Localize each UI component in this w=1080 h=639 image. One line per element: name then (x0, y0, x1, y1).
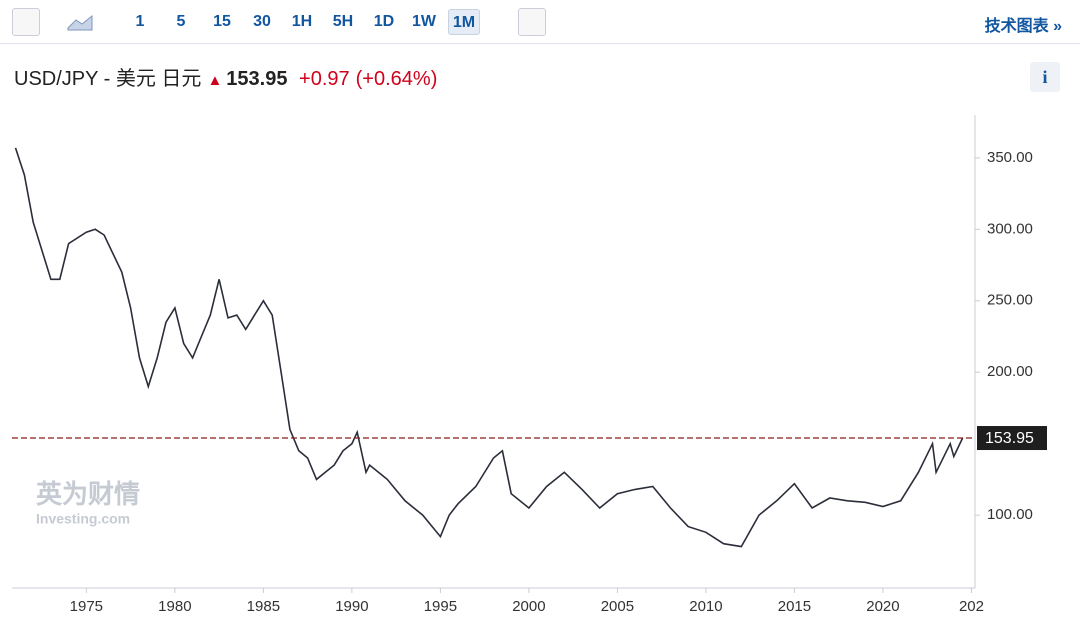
change-percent: (+0.64%) (355, 68, 438, 90)
candle-icon[interactable] (12, 8, 40, 36)
interval-button[interactable]: 1H (291, 13, 313, 30)
interval-button[interactable]: 5H (332, 13, 354, 30)
y-tick-label: 250.00 (987, 292, 1033, 309)
x-tick-label: 1990 (335, 598, 368, 615)
change: +0.97 (299, 68, 350, 90)
x-tick-label: 1980 (158, 598, 191, 615)
current-price-tag (977, 426, 1047, 451)
watermark-site: Investing.com (36, 511, 130, 527)
up-arrow: ▲ (207, 72, 223, 89)
area-icon[interactable] (66, 8, 94, 36)
interval-button[interactable]: 1M (448, 9, 480, 35)
interval-button[interactable]: 1W (412, 13, 436, 30)
tech-chart-link[interactable]: 技术图表 » (984, 18, 1062, 35)
x-tick-label: 2015 (778, 598, 811, 615)
interval-button[interactable]: 30 (253, 13, 271, 30)
price: 153.95 (226, 68, 288, 90)
watermark-brand: 英为财情 (36, 479, 140, 509)
x-tick-label: 2020 (866, 598, 899, 615)
x-tick-label: 1975 (70, 598, 103, 615)
x-tick-label: 1995 (424, 598, 457, 615)
x-tick-label: 2000 (512, 598, 545, 615)
symbol: USD/JPY - 美元 日元 (14, 68, 202, 90)
x-tick-label: 2005 (601, 598, 634, 615)
quote-header: USD/JPY - 美元 日元 ▲ 153.95 +0.97 (+0.64%) (14, 62, 443, 91)
interval-button[interactable]: 15 (213, 13, 231, 30)
toolbar: 1 5 15 30 1H 5H 1D 1W 1M 技术图表 » (0, 0, 1080, 44)
settings-icon[interactable] (518, 8, 546, 36)
interval-button[interactable]: 1D (373, 13, 395, 30)
y-tick-label: 350.00 (987, 149, 1033, 166)
current-price-label: 153.95 (985, 430, 1034, 447)
x-tick-label: 2010 (689, 598, 722, 615)
y-tick-label: 300.00 (987, 220, 1033, 237)
price-line (14, 147, 964, 548)
y-tick-label: 200.00 (987, 363, 1033, 380)
x-tick-label: 1985 (247, 598, 280, 615)
x-tick-label: 202 (959, 598, 984, 615)
info-button[interactable]: i (1030, 62, 1060, 92)
y-tick-label: 100.00 (987, 506, 1033, 523)
interval-button[interactable]: 5 (176, 13, 186, 30)
interval-button[interactable]: 1 (135, 13, 145, 30)
